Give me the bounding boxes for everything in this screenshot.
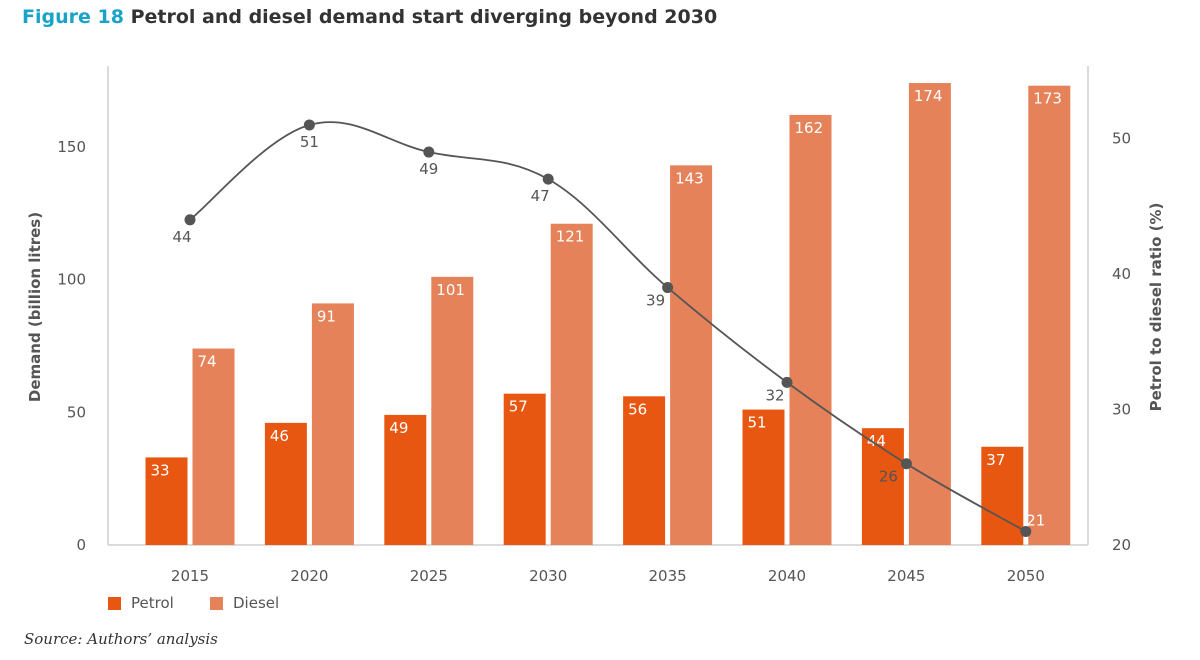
petrol-bar (264, 422, 307, 545)
diesel-bar (431, 276, 474, 545)
y-tick-label-right: 30 (1112, 401, 1131, 419)
diesel-bar (908, 83, 951, 545)
y-tick-label-right: 20 (1112, 536, 1131, 554)
ratio-point (184, 214, 196, 226)
y-tick-label-left: 150 (57, 138, 86, 156)
petrol-bar-label: 37 (986, 451, 1005, 469)
ratio-point-label: 51 (300, 133, 319, 151)
diesel-bar-label: 162 (795, 119, 824, 137)
ratio-line-path (189, 121, 1027, 533)
x-tick-label: 2020 (290, 567, 328, 585)
ratio-point-label: 49 (419, 160, 438, 178)
diesel-bar-label: 121 (556, 228, 585, 246)
x-tick-label: 2050 (1007, 567, 1045, 585)
figure-title: Petrol and diesel demand start diverging… (130, 6, 718, 28)
ratio-point (423, 146, 435, 158)
petrol-bar-label: 51 (748, 414, 767, 432)
petrol-bar (742, 409, 785, 545)
x-tick-label: 2040 (768, 567, 806, 585)
legend-label-diesel: Diesel (233, 594, 280, 612)
petrol-bar-label: 44 (867, 432, 886, 450)
ratio-point-label: 21 (1026, 511, 1045, 529)
ratio-point-label: 44 (172, 228, 191, 246)
x-tick-label: 2035 (649, 567, 687, 585)
diesel-bar (670, 165, 713, 545)
ratio-point (1020, 525, 1032, 537)
ratio-line: 44 51 49 47 39 32 26 21 (172, 119, 1045, 537)
ratio-point-label: 32 (765, 386, 784, 404)
ratio-point (542, 173, 554, 185)
x-tick-label: 2045 (887, 567, 925, 585)
petrol-bar-label: 49 (389, 419, 408, 437)
legend-swatch-diesel (210, 596, 223, 610)
y-tick-label-right: 50 (1112, 130, 1131, 148)
y-tick-label-left: 0 (76, 536, 86, 554)
ratio-point (662, 282, 674, 294)
diesel-bar-label: 174 (914, 87, 943, 105)
legend-swatch-petrol (108, 596, 121, 610)
legend-label-petrol: Petrol (131, 594, 174, 612)
legend-item-petrol: Petrol (108, 594, 174, 612)
y-tick-label-left: 50 (67, 403, 86, 421)
petrol-bar (623, 396, 666, 545)
diesel-bar (311, 303, 354, 545)
diesel-bar-label: 74 (198, 353, 217, 371)
x-tick-label: 2030 (529, 567, 567, 585)
petrol-bar (384, 414, 427, 545)
diesel-bar-label: 173 (1033, 90, 1062, 108)
y-tick-label-right: 40 (1112, 265, 1131, 283)
petrol-bar (503, 393, 546, 545)
diesel-bar-label: 101 (436, 281, 465, 299)
legend-item-diesel: Diesel (210, 594, 279, 612)
ratio-point (303, 119, 315, 131)
diesel-bar (789, 114, 832, 545)
petrol-bar-label: 57 (509, 398, 528, 416)
figure-number: Figure 18 (22, 6, 124, 28)
y-tick-label-left: 100 (57, 271, 86, 289)
x-tick-label: 2015 (171, 567, 209, 585)
ratio-point (781, 376, 793, 388)
petrol-bar-label: 46 (270, 427, 289, 445)
diesel-bar (550, 223, 593, 545)
petrol-bar (861, 428, 904, 545)
source-note: Source: Authors’ analysis (24, 630, 218, 648)
petrol-bar-label: 33 (151, 461, 170, 479)
diesel-bar-label: 91 (317, 307, 336, 325)
ratio-point-label: 47 (531, 187, 550, 205)
y-axis-title-left: Demand (billion litres) (26, 212, 44, 402)
diesel-bar-label: 143 (675, 169, 704, 187)
bars: 33 74 46 91 49 101 57 121 56 143 51 162 44 174 37 173 (145, 83, 1071, 545)
petrol-bar-label: 56 (628, 400, 647, 418)
ratio-point-label: 39 (646, 292, 665, 310)
y-axis-title-right: Petrol to diesel ratio (%) (1147, 203, 1165, 412)
ratio-point (900, 458, 912, 470)
diesel-bar (192, 348, 235, 545)
chart-title: Figure 18 Petrol and diesel demand start… (22, 6, 717, 28)
petrol-bar (981, 446, 1024, 545)
x-tick-label: 2025 (410, 567, 448, 585)
diesel-bar (1028, 85, 1071, 545)
petrol-bar (145, 457, 188, 545)
ratio-point-label: 26 (879, 468, 898, 486)
